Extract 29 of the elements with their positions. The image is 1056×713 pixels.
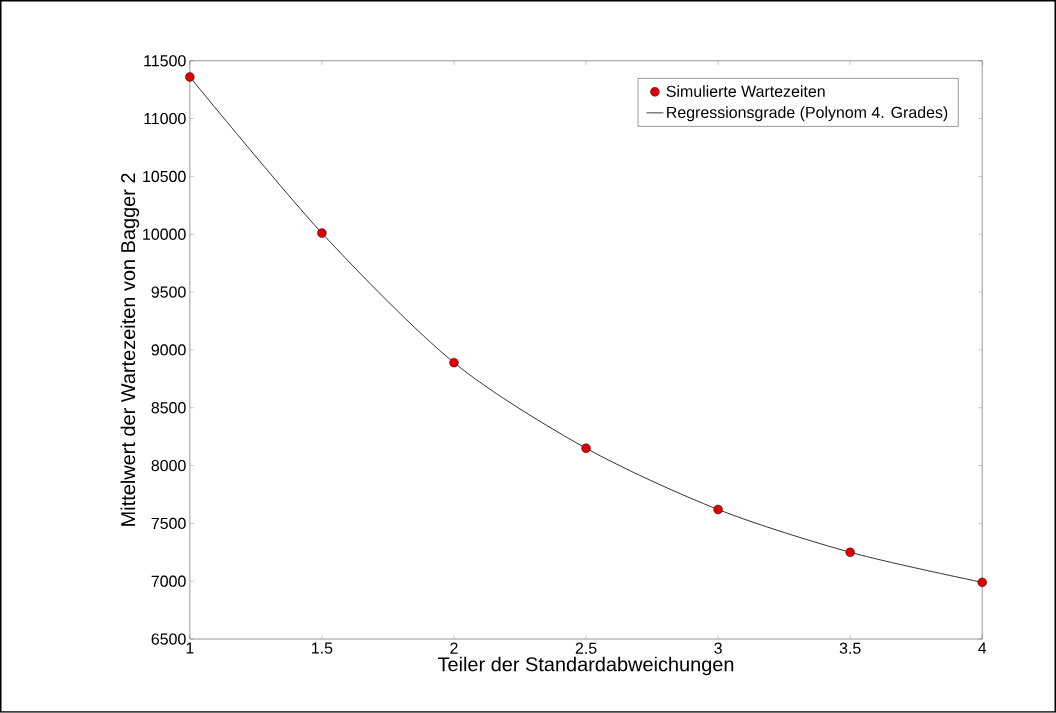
y-tick-label: 9000 [151, 344, 186, 356]
point [449, 358, 459, 368]
legend-label: Regressionsgrade (Polynom 4. Grades) [667, 106, 948, 122]
x-tick-label: 2 [450, 642, 458, 654]
x-tick-label: 3.5 [839, 642, 861, 654]
point [185, 72, 195, 82]
y-tick-label: 11500 [144, 55, 186, 67]
point [581, 443, 591, 453]
x-tick-label: 2.5 [575, 642, 597, 654]
y-tick-label: 10500 [143, 170, 186, 183]
y-axis-title: Mittelwert der Wartezeiten von Bagger 2 [120, 173, 140, 526]
legend-label: Simulierte Wartezeiten [666, 85, 825, 98]
x-tick-label: 1.5 [312, 642, 333, 654]
y-tick-label: 8500 [151, 402, 186, 414]
y-tick-label: 10000 [143, 228, 186, 240]
y-tick-label: 7500 [151, 517, 186, 530]
y-tick-label: 7000 [151, 575, 186, 587]
point [977, 577, 987, 588]
point [317, 228, 327, 238]
point [845, 547, 855, 558]
x-tick-label: 1 [186, 642, 194, 654]
x-tick-label: 3 [714, 642, 722, 654]
x-tick-label: 4 [978, 642, 987, 654]
x-axis-title: Teiler der Standardabweichungen [437, 656, 734, 676]
y-tick-label: 9500 [151, 286, 186, 298]
y-tick-label: 6500 [151, 633, 186, 645]
y-tick-label: 8000 [151, 460, 186, 472]
y-tick-label: 11000 [144, 113, 186, 125]
point [713, 504, 723, 515]
